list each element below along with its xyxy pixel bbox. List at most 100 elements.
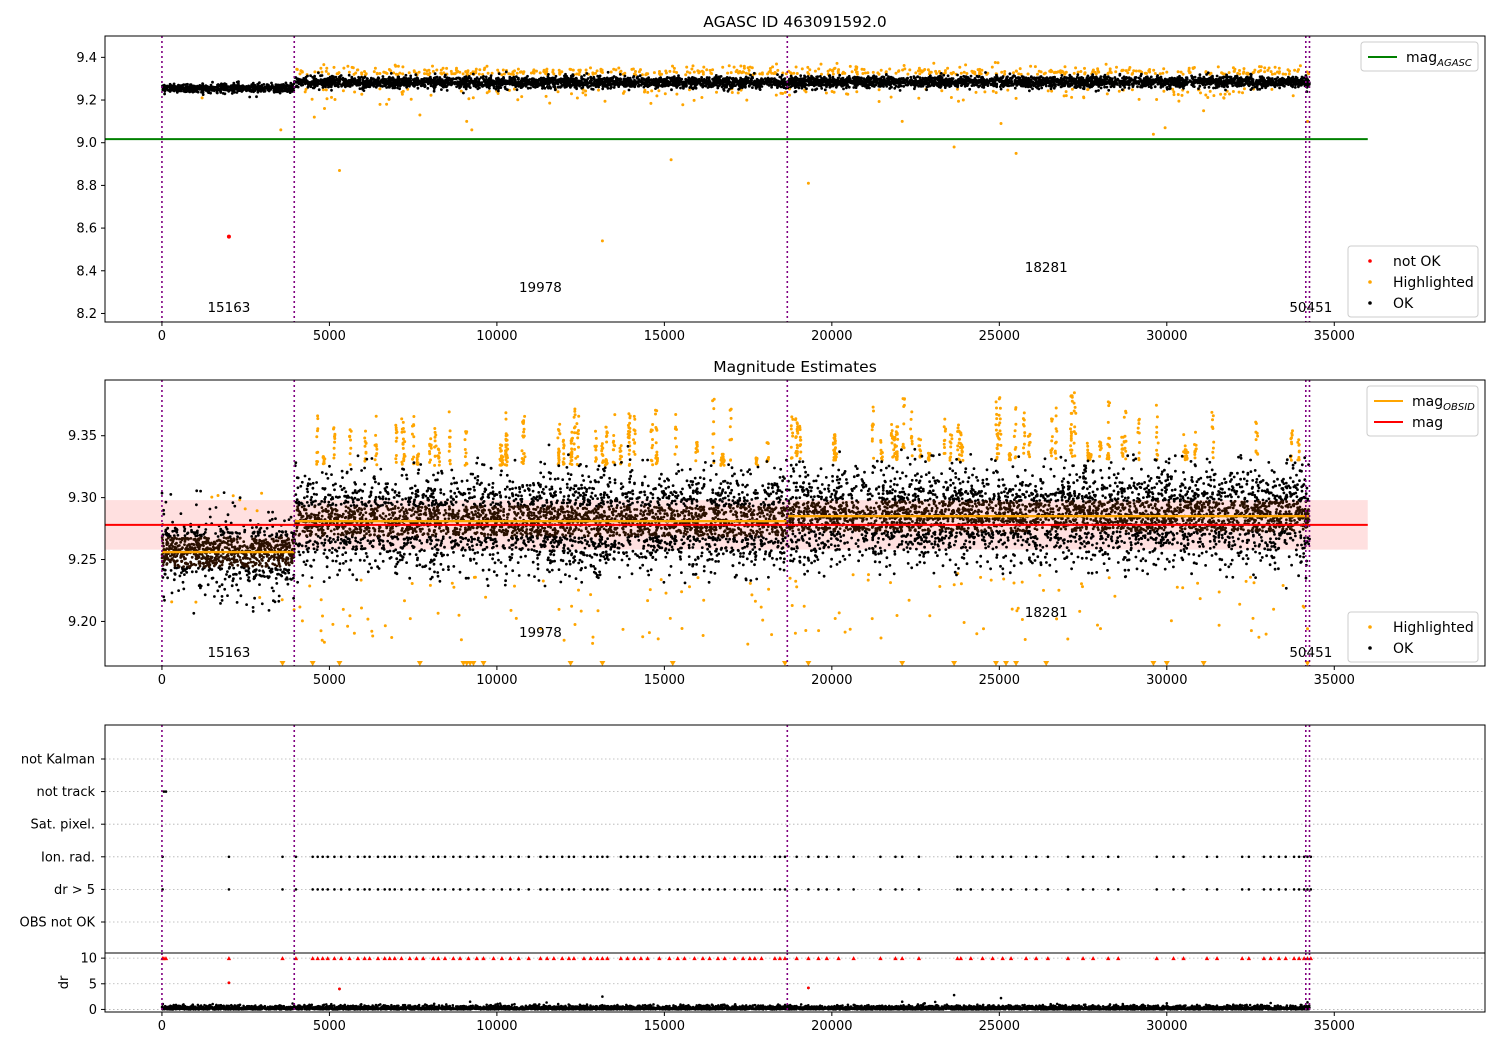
flag-point bbox=[658, 888, 661, 891]
flag-point bbox=[1091, 855, 1095, 859]
flag-point bbox=[1116, 855, 1120, 859]
flag-point bbox=[482, 888, 485, 891]
panel-title-magnitude-estimates: Magnitude Estimates bbox=[713, 358, 877, 376]
flag-point bbox=[723, 888, 726, 891]
dr-clipped-marker bbox=[836, 956, 841, 961]
flag-point bbox=[1284, 888, 1288, 891]
flag-point bbox=[368, 855, 371, 859]
flag-point bbox=[894, 855, 897, 859]
flag-point bbox=[733, 888, 737, 891]
panel1-legend-label: magAGASC bbox=[1406, 50, 1472, 69]
dr-clipped-marker bbox=[392, 956, 397, 961]
dr-clipped-marker bbox=[581, 956, 587, 961]
flag-point bbox=[388, 855, 392, 859]
dr-clipped-marker bbox=[1033, 956, 1039, 961]
flag-point bbox=[606, 855, 609, 859]
panel2-frame bbox=[104, 379, 1486, 667]
flag-point bbox=[760, 855, 763, 859]
dr-clipped-marker bbox=[1246, 956, 1252, 961]
panel1-frame bbox=[104, 35, 1486, 323]
dr-clipped-marker bbox=[1214, 956, 1220, 961]
panel2-x-tick-label: 5000 bbox=[313, 673, 346, 688]
dr-clipped-marker bbox=[544, 956, 550, 961]
flag-point bbox=[393, 855, 397, 859]
flag-point bbox=[1205, 855, 1209, 859]
panel4-x-tick-label: 25000 bbox=[979, 1019, 1020, 1034]
flag-point bbox=[981, 855, 984, 859]
flag-point bbox=[508, 888, 512, 891]
flag-point bbox=[760, 888, 763, 891]
dr-clipped-marker bbox=[816, 956, 821, 961]
flag-point bbox=[1284, 855, 1288, 859]
panel2-legend-label: magOBSID bbox=[1412, 394, 1475, 413]
flag-point bbox=[917, 888, 921, 891]
dr-clipped-marker bbox=[958, 956, 964, 961]
panel-dr: 0 5 10 dr 0 5000 10000 15000 20000 25000 30000 3500… bbox=[57, 952, 1486, 1034]
flag-point bbox=[741, 888, 745, 891]
flag-point bbox=[321, 855, 325, 859]
flag-point bbox=[741, 855, 745, 859]
flag-point bbox=[1066, 855, 1070, 859]
flag-point bbox=[431, 888, 435, 891]
panel1-x-tick-label: 35000 bbox=[1314, 329, 1355, 344]
flag-point bbox=[683, 888, 686, 891]
dr-clipped-marker bbox=[1283, 956, 1288, 961]
flag-point bbox=[1034, 888, 1038, 891]
figure-title: AGASC ID 463091592.0 bbox=[703, 13, 887, 31]
flag-point bbox=[383, 855, 386, 859]
off-scale-marker bbox=[416, 661, 423, 666]
flag-point bbox=[356, 888, 360, 891]
dr-clipped-marker bbox=[355, 956, 361, 961]
flag-point bbox=[294, 855, 298, 859]
flag-label: Sat. pixel. bbox=[31, 818, 95, 833]
flag-point bbox=[676, 888, 680, 891]
panel1-obsid-label: 18281 bbox=[1025, 260, 1068, 276]
dr-clipped-marker bbox=[226, 956, 232, 961]
flag-point bbox=[693, 888, 696, 891]
flag-point bbox=[1091, 888, 1095, 891]
panel-agasc-magnitude: 8.2 8.4 8.6 8.8 9.0 9.2 9.4 0 5000 10000 15000 2000… bbox=[76, 35, 1486, 344]
dr-clipped-marker bbox=[980, 956, 985, 961]
flag-point bbox=[900, 888, 904, 891]
panel1-x-tick-label: 25000 bbox=[979, 329, 1020, 344]
flag-point bbox=[956, 855, 959, 859]
panel1-x-tick-label: 0 bbox=[158, 329, 166, 344]
dr-clipped-marker bbox=[752, 956, 758, 961]
flag-point bbox=[508, 855, 512, 859]
panel4-y-tick-label: 5 bbox=[89, 977, 97, 992]
off-scale-marker bbox=[781, 661, 788, 666]
panel4-x-tick-label: 5000 bbox=[313, 1019, 346, 1034]
panel-magnitude-estimates: 9.20 9.25 9.30 9.35 0 5000 10000 15000 20000 2500… bbox=[68, 379, 1486, 688]
dr-clipped-marker bbox=[806, 956, 811, 961]
flag-point bbox=[991, 888, 994, 891]
flag-point bbox=[458, 855, 462, 859]
flag-point bbox=[475, 855, 479, 859]
panel4-plot-area bbox=[105, 953, 1485, 1012]
dr-clipped-marker bbox=[431, 956, 436, 961]
dr-clipped-marker bbox=[362, 956, 367, 961]
panel1-legend-swatch bbox=[1368, 259, 1372, 263]
flag-point bbox=[572, 855, 576, 859]
flag-point bbox=[1009, 855, 1013, 859]
flag-point bbox=[1106, 888, 1110, 891]
dr-clipped-marker bbox=[1065, 956, 1071, 961]
flag-point bbox=[748, 855, 752, 859]
dr-clipped-marker bbox=[1239, 956, 1245, 961]
flag-point bbox=[388, 888, 392, 891]
dr-clipped-marker bbox=[338, 956, 344, 961]
off-scale-marker bbox=[669, 661, 676, 666]
flag-point bbox=[1215, 888, 1219, 891]
off-scale-marker bbox=[805, 661, 812, 666]
flag-point bbox=[589, 888, 592, 891]
panel2-obsid-label: 15163 bbox=[207, 645, 250, 661]
flag-label: OBS not OK bbox=[20, 916, 96, 931]
flag-point bbox=[333, 888, 336, 891]
panel4-frame bbox=[104, 952, 1486, 1013]
panel2-legend-swatch bbox=[1368, 625, 1372, 629]
flag-point bbox=[708, 855, 711, 859]
dr-clipped-marker bbox=[759, 956, 764, 961]
flag-point bbox=[606, 888, 609, 891]
dr-clipped-marker bbox=[1090, 956, 1096, 961]
off-scale-marker bbox=[1150, 661, 1157, 666]
